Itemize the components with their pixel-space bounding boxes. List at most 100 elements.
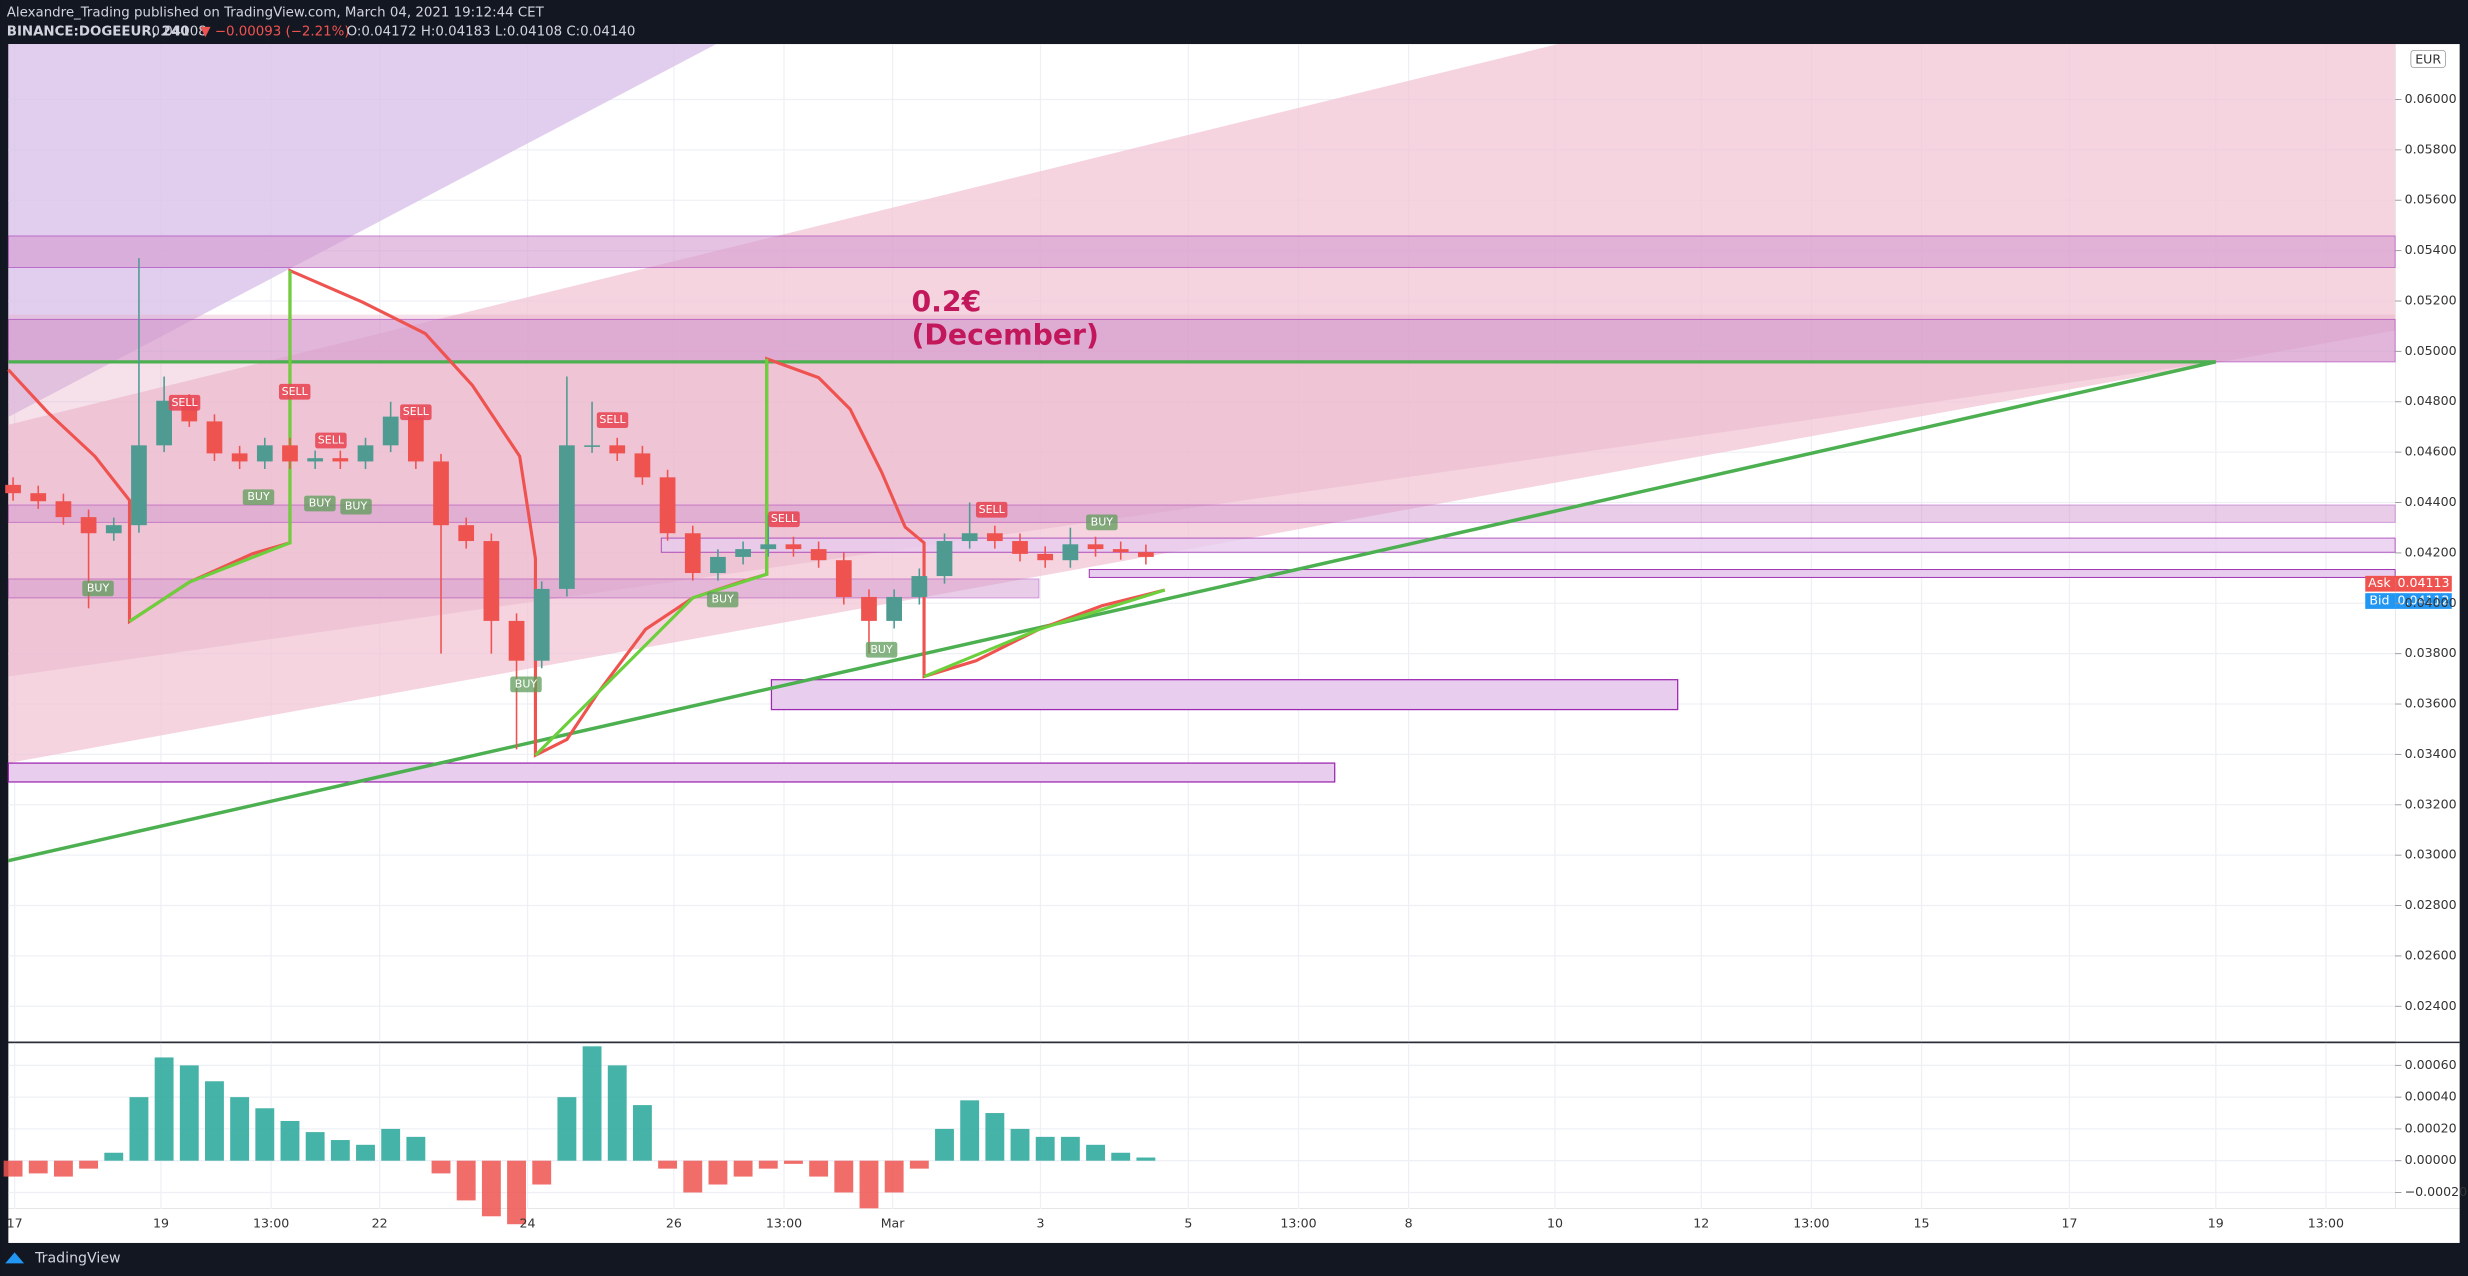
candle-body [1087, 544, 1104, 550]
supertrend-up [128, 270, 292, 623]
y-tick-label: 0.04200 [2405, 544, 2457, 559]
change: ▼ −0.00093 (−2.21%) [200, 24, 349, 39]
signal-label: BUY [247, 490, 270, 503]
signal-tag [1086, 514, 1118, 531]
macd-bar [507, 1160, 526, 1225]
signal-label: BUY [870, 643, 893, 656]
x-tick-label: 19 [2208, 1216, 2224, 1231]
macd-bar [1111, 1152, 1131, 1161]
macd-bar [129, 1097, 149, 1161]
y-tick-label: 0.02400 [2405, 998, 2457, 1013]
candle-body [810, 549, 827, 561]
candle-body [634, 453, 651, 478]
candle-body [407, 416, 424, 462]
macd-bar [330, 1140, 350, 1161]
y-tick-label: 0.04000 [2405, 595, 2457, 610]
currency-box[interactable] [2410, 49, 2446, 69]
macd-bar [356, 1144, 375, 1161]
candle-body [710, 556, 726, 574]
macd-bar [3, 1160, 23, 1177]
candle-body [206, 421, 223, 454]
zone [7, 578, 1040, 599]
price-axis [2395, 44, 2460, 1209]
signal-tag [242, 489, 275, 506]
macd-bar [985, 1113, 1005, 1161]
signal-label: BUY [345, 500, 368, 513]
y-tick-label: 0.03400 [2405, 746, 2457, 761]
bid-tag [2365, 593, 2396, 609]
macd-bar [1035, 1136, 1055, 1161]
x-tick-label: 3 [1036, 1216, 1044, 1231]
y-tick-label: 0.05200 [2405, 292, 2457, 307]
macd-bar [230, 1097, 250, 1161]
macd-bar [481, 1160, 501, 1217]
candle-body [961, 533, 978, 542]
macd-bar [532, 1160, 552, 1185]
candle-body [5, 484, 21, 494]
candle-body [684, 533, 701, 574]
candle-body [131, 445, 147, 526]
y-tick-label: 0.03000 [2405, 847, 2457, 862]
candle-body [332, 458, 349, 462]
y-tick-label: −0.00020 [2405, 1184, 2468, 1199]
signal-tag [706, 591, 739, 608]
macd-bar [154, 1057, 174, 1161]
x-tick-label: Mar [881, 1216, 906, 1231]
candle-body [659, 477, 676, 534]
macd-bar [1010, 1128, 1030, 1161]
signal-tag [304, 495, 336, 512]
x-tick-label: 13:00 [253, 1216, 289, 1231]
macd-bar [79, 1160, 99, 1169]
annotation: (December) [911, 319, 1099, 352]
candle-body [55, 501, 72, 518]
zone [7, 504, 2396, 523]
macd-bar [834, 1160, 854, 1193]
macd-bar [733, 1160, 753, 1177]
signal-label: BUY [1091, 515, 1114, 528]
y-tick-label: 0.03200 [2405, 796, 2457, 811]
signal-label: SELL [979, 503, 1006, 516]
candle-body [483, 541, 500, 621]
ohlc: O:0.04172 H:0.04183 L:0.04108 C:0.04140 [347, 24, 636, 39]
macd-bar [381, 1128, 401, 1161]
x-tick-label: 26 [666, 1216, 682, 1231]
signal-label: SELL [403, 405, 430, 418]
x-tick-label: 17 [2061, 1216, 2077, 1231]
x-tick-label: 13:00 [1280, 1216, 1316, 1231]
macd-bar [960, 1100, 980, 1161]
candle-body [1138, 552, 1154, 557]
signal-tag [278, 383, 311, 400]
signal-tag [510, 676, 542, 693]
signal-label: SELL [318, 434, 345, 447]
macd-bar [1060, 1136, 1080, 1161]
x-tick-label: 15 [1914, 1216, 1930, 1231]
macd-bar [255, 1108, 275, 1161]
y-tick-label: 0.02800 [2405, 897, 2457, 912]
signal-tag [340, 498, 372, 515]
candle-body [986, 533, 1003, 542]
candle-body [30, 493, 47, 502]
signal-label: SELL [282, 385, 309, 398]
y-tick-label: 0.05600 [2405, 192, 2457, 207]
candle-body [80, 517, 97, 534]
bid-label: Bid [2369, 593, 2389, 608]
candle-body [1012, 541, 1028, 554]
candle-body [936, 541, 953, 577]
macd-bar [758, 1160, 778, 1169]
candle-body [382, 416, 399, 446]
macd-bar [1086, 1144, 1105, 1161]
candles [5, 258, 1154, 750]
candle-body [735, 549, 751, 557]
y-tick-label: 0.04800 [2405, 393, 2457, 408]
candle-body [282, 445, 298, 462]
x-tick-label: 13:00 [1793, 1216, 1829, 1231]
macd-bar [557, 1097, 577, 1161]
y-tick-label: 0.05000 [2405, 343, 2457, 358]
candle-body [433, 461, 449, 526]
candle-body [785, 544, 802, 550]
macd-bar [884, 1160, 904, 1193]
macd-bar [104, 1152, 124, 1161]
macd-bar [406, 1136, 426, 1161]
signal-tag [168, 394, 201, 411]
zone [7, 318, 2396, 363]
